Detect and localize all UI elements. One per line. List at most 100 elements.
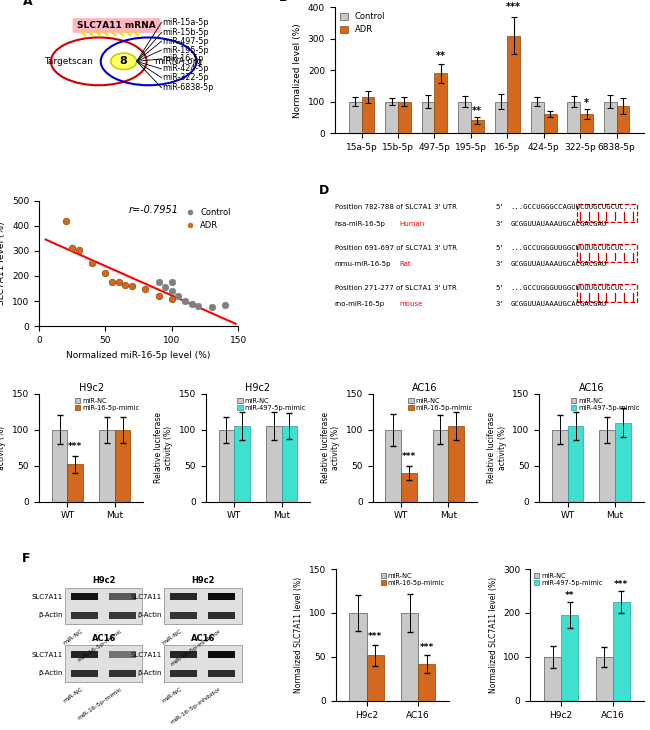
Text: hsa-miR-16-5p: hsa-miR-16-5p	[335, 220, 385, 226]
Y-axis label: Relative luciferase
activity (%): Relative luciferase activity (%)	[320, 412, 340, 483]
Bar	[580, 114, 593, 133]
Text: ***: ***	[68, 442, 83, 451]
Text: Targetscan: Targetscan	[44, 57, 94, 66]
Y-axis label: Normalized SLC7A11 level (%): Normalized SLC7A11 level (%)	[294, 577, 303, 693]
Bar	[208, 612, 235, 619]
Bar	[422, 101, 434, 133]
Point	[67, 242, 77, 254]
Bar	[208, 651, 235, 658]
Bar	[68, 464, 83, 502]
Bar	[531, 101, 544, 133]
Bar	[567, 101, 580, 133]
Bar	[599, 430, 615, 502]
Text: 5': 5'	[495, 204, 504, 210]
Text: β-Actin: β-Actin	[137, 670, 162, 676]
Bar	[495, 101, 508, 133]
Text: β-Actin: β-Actin	[38, 670, 62, 676]
Bar	[567, 426, 583, 502]
Bar	[385, 430, 401, 502]
Text: miR-NC: miR-NC	[161, 629, 183, 646]
Bar	[367, 655, 384, 701]
Text: AC16: AC16	[92, 634, 116, 643]
Bar	[595, 657, 612, 701]
Bar	[508, 36, 520, 133]
Text: miR-322-5p: miR-322-5p	[162, 73, 209, 82]
Bar	[65, 588, 142, 624]
Bar	[208, 593, 235, 601]
Point	[100, 268, 110, 280]
Text: SLC7A11: SLC7A11	[131, 652, 162, 658]
Text: miR-6838-5p: miR-6838-5p	[162, 83, 214, 92]
Text: GCGGUUAUAAAUGCACGACGAU: GCGGUUAUAAAUGCACGACGAU	[511, 220, 607, 226]
Legend: Control, ADR: Control, ADR	[183, 204, 234, 234]
Bar	[170, 593, 198, 601]
Bar	[604, 101, 617, 133]
Y-axis label: Relative luciferase
activity (%): Relative luciferase activity (%)	[154, 412, 174, 483]
Text: AC16: AC16	[190, 634, 215, 643]
Bar	[109, 593, 136, 601]
Text: miR-NC: miR-NC	[62, 686, 84, 704]
Text: ***: ***	[419, 642, 434, 652]
Text: β-Actin: β-Actin	[38, 612, 62, 618]
Text: GCGGUUAUAAAUGCACGACGAU: GCGGUUAUAAAUGCACGACGAU	[511, 301, 607, 307]
Circle shape	[111, 53, 136, 69]
Text: ...GCCUGGGCCAGUUCUUGCUGCUC...: ...GCCUGGGCCAGUUCUUGCUGCUC...	[511, 204, 638, 210]
Y-axis label: Normalized
SLC7A11 level (%): Normalized SLC7A11 level (%)	[0, 222, 6, 305]
Text: mmu-miR-16-5p: mmu-miR-16-5p	[335, 261, 391, 267]
Text: Position 782-788 of SLC7A1 3' UTR: Position 782-788 of SLC7A1 3' UTR	[335, 204, 456, 210]
Text: ***: ***	[368, 632, 382, 641]
Text: 5': 5'	[495, 285, 504, 291]
Text: miR-16-5p-mimic: miR-16-5p-mimic	[76, 629, 123, 663]
Bar	[361, 97, 374, 133]
Text: β-Actin: β-Actin	[137, 612, 162, 618]
FancyBboxPatch shape	[73, 19, 160, 32]
Point	[180, 296, 190, 307]
Point	[187, 298, 197, 310]
Point	[166, 293, 177, 304]
Text: miR-15b-5p: miR-15b-5p	[162, 28, 209, 37]
Bar	[109, 612, 136, 619]
Y-axis label: Relative luciferase
activity (%): Relative luciferase activity (%)	[0, 412, 6, 483]
Point	[127, 280, 137, 292]
Bar	[615, 423, 630, 502]
Point	[60, 215, 71, 226]
Point	[207, 301, 217, 313]
Text: miRNA.org: miRNA.org	[155, 57, 203, 66]
Point	[120, 279, 131, 291]
Point	[193, 300, 203, 312]
Bar	[170, 612, 198, 619]
Bar	[612, 602, 630, 701]
Bar	[234, 426, 250, 502]
Y-axis label: Normalized SLC7A11 level (%): Normalized SLC7A11 level (%)	[489, 577, 497, 693]
Bar	[433, 430, 448, 502]
Text: rno-miR-16-5p: rno-miR-16-5p	[335, 301, 385, 307]
Text: A: A	[23, 0, 32, 8]
Bar	[170, 670, 198, 677]
Text: F: F	[21, 553, 31, 566]
Bar	[544, 657, 561, 701]
Bar	[385, 101, 398, 133]
Bar	[65, 645, 142, 683]
Text: miR-NC: miR-NC	[62, 629, 84, 646]
X-axis label: Normalized miR-16-5p level (%): Normalized miR-16-5p level (%)	[66, 350, 211, 360]
Point	[107, 277, 117, 288]
Text: D: D	[319, 184, 330, 197]
Point	[153, 291, 164, 302]
Bar	[448, 426, 464, 502]
Legend: miR-NC, miR-16-5p-mimic: miR-NC, miR-16-5p-mimic	[74, 397, 140, 412]
Text: miR-424-5p: miR-424-5p	[162, 64, 209, 74]
Bar	[52, 430, 68, 502]
Point	[140, 283, 150, 294]
Bar	[398, 101, 411, 133]
Point	[73, 244, 84, 256]
Text: Human: Human	[400, 220, 425, 226]
Text: 3': 3'	[495, 261, 504, 267]
Text: miR-15a-5p: miR-15a-5p	[162, 18, 209, 27]
Text: miR-16-5p-inhibitor: miR-16-5p-inhibitor	[170, 686, 222, 725]
Point	[166, 285, 177, 297]
Text: GCGGUUAUAAAUGCACGACGAU: GCGGUUAUAAAUGCACGACGAU	[511, 261, 607, 267]
Bar	[458, 101, 471, 133]
Bar	[418, 664, 435, 701]
Bar	[552, 430, 567, 502]
Bar	[401, 613, 418, 701]
